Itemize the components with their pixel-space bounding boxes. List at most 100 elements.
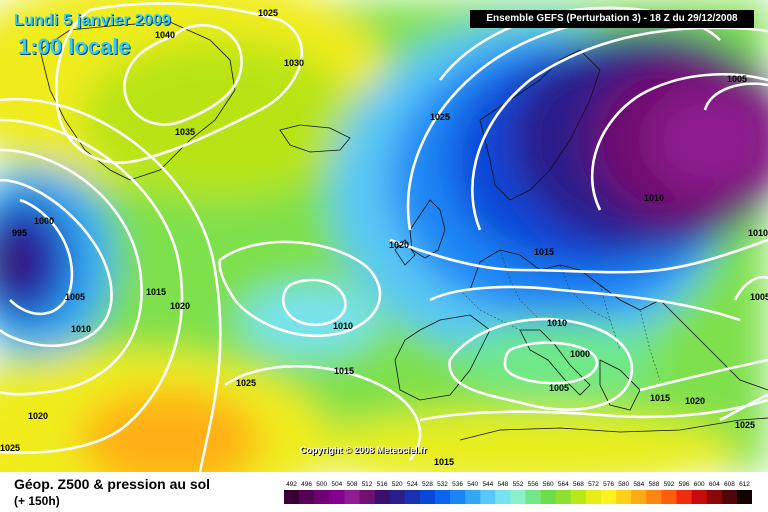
- legend-tick-label: 520: [392, 481, 403, 488]
- isobar-label: 1010: [71, 324, 91, 334]
- legend-tick-label: 556: [528, 481, 539, 488]
- isobar-label: 1005: [549, 383, 569, 393]
- legend-swatch: [555, 490, 572, 504]
- legend-swatch: [540, 490, 556, 504]
- legend-tick-label: 572: [588, 481, 599, 488]
- legend-swatch: [736, 490, 752, 504]
- isobar-label: 1015: [334, 366, 354, 376]
- legend-tick-label: 596: [679, 481, 690, 488]
- legend-tick-label: 580: [618, 481, 629, 488]
- legend-tick-label: 564: [558, 481, 569, 488]
- legend-tick-label: 516: [377, 481, 388, 488]
- isobar-label: 1005: [65, 292, 85, 302]
- isobar-label: 1020: [685, 396, 705, 406]
- legend-tick-label: 532: [437, 481, 448, 488]
- legend-tick-label: 500: [316, 481, 327, 488]
- coastlines: [39, 21, 768, 441]
- isobar-label: 995: [12, 228, 27, 238]
- legend-swatch: [676, 490, 692, 504]
- isobar-label: 1025: [258, 8, 278, 18]
- legend-tick-label: 588: [648, 481, 659, 488]
- parameter-title: Géop. Z500 & pression au sol: [14, 476, 211, 492]
- legend-tick-label: 548: [497, 481, 508, 488]
- legend-swatch: [631, 490, 647, 504]
- isobar-label: 1020: [389, 240, 409, 250]
- legend-tick-label: 528: [422, 481, 433, 488]
- geopotential-field: [0, 0, 768, 472]
- isobar-label: 1000: [34, 216, 54, 226]
- isobar-label: 1010: [644, 193, 664, 203]
- isobar-label: 1015: [146, 287, 166, 297]
- legend-tick-label: 496: [301, 481, 312, 488]
- legend-swatch: [691, 490, 707, 504]
- legend-tick-label: 504: [331, 481, 342, 488]
- legend-swatch: [465, 490, 481, 504]
- legend-swatch: [616, 490, 632, 504]
- isobar-label: 1010: [748, 228, 768, 238]
- legend-tick-label: 492: [286, 481, 297, 488]
- local-time: 1:00 locale: [18, 34, 131, 59]
- isobar-label: 1015: [650, 393, 670, 403]
- isobar-label: 1035: [175, 127, 195, 137]
- isobar-label: 1015: [434, 457, 454, 467]
- legend-tick-label: 592: [664, 481, 675, 488]
- legend-tick-label: 508: [346, 481, 357, 488]
- legend-tick-label: 512: [362, 481, 373, 488]
- isobar-label: 1030: [284, 58, 304, 68]
- legend-swatch: [721, 490, 738, 504]
- forecast-date: Lundi 5 janvier 2009: [14, 12, 171, 29]
- isobars: [0, 2, 768, 472]
- isobar-label: 1000: [570, 349, 590, 359]
- legend-tick-label: 568: [573, 481, 584, 488]
- legend-swatch: [404, 490, 421, 504]
- legend-tick-label: 544: [482, 481, 493, 488]
- legend-swatch: [389, 490, 406, 504]
- legend-swatch: [570, 490, 587, 504]
- legend-swatch: [344, 490, 360, 504]
- legend-swatch: [450, 490, 466, 504]
- isobar-label: 1020: [170, 301, 190, 311]
- isobar-label: 1010: [547, 318, 567, 328]
- legend-swatch: [284, 490, 300, 504]
- isobar-labels: 1025 1040 1030 1035 1025 1005 1000 995 1…: [0, 8, 768, 467]
- isobar-label: 1015: [534, 247, 554, 257]
- legend-tick-label: 540: [467, 481, 478, 488]
- legend-swatch: [585, 490, 602, 504]
- weather-map: 1025 1040 1030 1035 1025 1005 1000 995 1…: [0, 0, 768, 472]
- lead-time: (+ 150h): [14, 494, 60, 508]
- legend-swatch: [314, 490, 330, 504]
- isobar-label: 1025: [430, 112, 450, 122]
- legend-tick-label: 608: [724, 481, 735, 488]
- legend-swatch: [661, 490, 677, 504]
- legend-swatch: [329, 490, 345, 504]
- legend-swatch: [706, 490, 723, 504]
- legend-tick-label: 552: [513, 481, 524, 488]
- legend-swatch: [510, 490, 526, 504]
- legend-tick-label: 604: [709, 481, 720, 488]
- run-info-banner: Ensemble GEFS (Perturbation 3) - 18 Z du…: [470, 10, 754, 28]
- color-legend: 492 496 500 504 508 512 516 520 524 528 532 536 540 5…: [284, 481, 752, 504]
- legend-swatch: [299, 490, 315, 504]
- isobar-label: 1040: [155, 30, 175, 40]
- copyright-notice: Copyright © 2008 Meteociel.fr: [300, 445, 427, 455]
- legend-swatch: [525, 490, 541, 504]
- legend-tick-label: 524: [407, 481, 418, 488]
- legend-tick-label: 600: [694, 481, 705, 488]
- isobar-label: 1020: [28, 411, 48, 421]
- isobar-label: 1005: [727, 74, 747, 84]
- isobar-label: 1025: [735, 420, 755, 430]
- legend-swatch: [646, 490, 662, 504]
- legend-tick-label: 612: [739, 481, 750, 488]
- legend-tick-label: 576: [603, 481, 614, 488]
- legend-tick-label: 560: [543, 481, 554, 488]
- legend-swatch: [419, 490, 436, 504]
- legend-tick-label: 536: [452, 481, 463, 488]
- isobar-label: 1005: [750, 292, 768, 302]
- isobar-label: 1025: [236, 378, 256, 388]
- isobar-label: 1010: [333, 321, 353, 331]
- legend-swatch: [374, 490, 390, 504]
- legend-swatch: [359, 490, 375, 504]
- legend-swatch: [601, 490, 617, 504]
- legend-swatch: [480, 490, 496, 504]
- isobar-label: 1025: [0, 443, 20, 453]
